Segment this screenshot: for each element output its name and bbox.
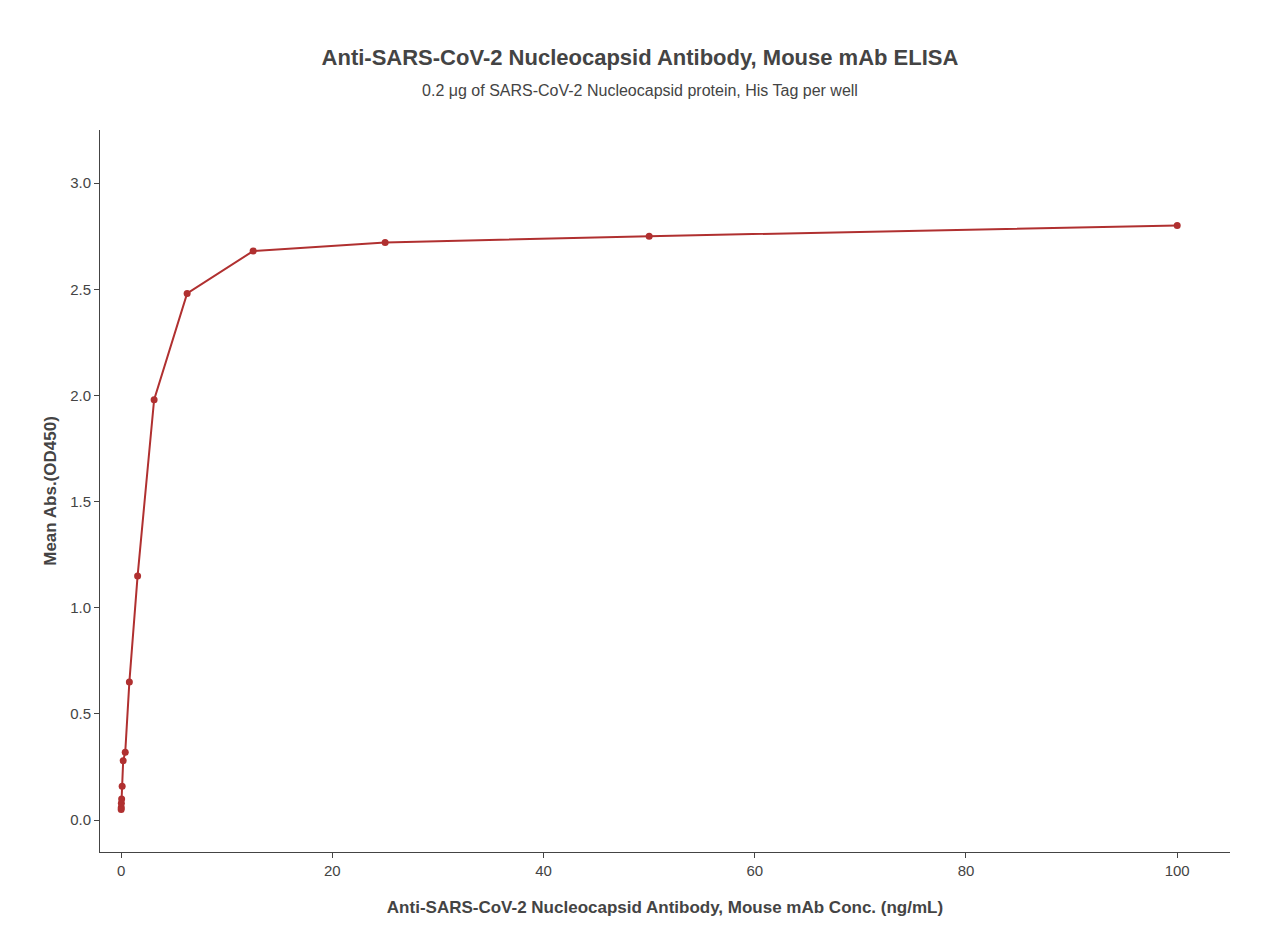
svg-text:0.0: 0.0 xyxy=(70,811,91,828)
svg-text:1.5: 1.5 xyxy=(70,493,91,510)
svg-text:1.0: 1.0 xyxy=(70,599,91,616)
svg-text:Anti-SARS-CoV-2 Nucleocapsid A: Anti-SARS-CoV-2 Nucleocapsid Antibody, M… xyxy=(387,898,943,917)
svg-text:100: 100 xyxy=(1165,862,1190,879)
svg-text:0.5: 0.5 xyxy=(70,705,91,722)
svg-text:0: 0 xyxy=(117,862,125,879)
svg-text:40: 40 xyxy=(535,862,552,879)
svg-text:3.0: 3.0 xyxy=(70,174,91,191)
svg-text:60: 60 xyxy=(746,862,763,879)
svg-text:20: 20 xyxy=(324,862,341,879)
svg-text:80: 80 xyxy=(958,862,975,879)
svg-text:0.2 μg of SARS-CoV-2 Nucleocap: 0.2 μg of SARS-CoV-2 Nucleocapsid protei… xyxy=(422,82,858,99)
svg-text:2.0: 2.0 xyxy=(70,387,91,404)
svg-text:2.5: 2.5 xyxy=(70,281,91,298)
svg-text:Mean Abs.(OD450): Mean Abs.(OD450) xyxy=(41,416,60,566)
svg-text:Anti-SARS-CoV-2 Nucleocapsid A: Anti-SARS-CoV-2 Nucleocapsid Antibody, M… xyxy=(322,45,959,70)
